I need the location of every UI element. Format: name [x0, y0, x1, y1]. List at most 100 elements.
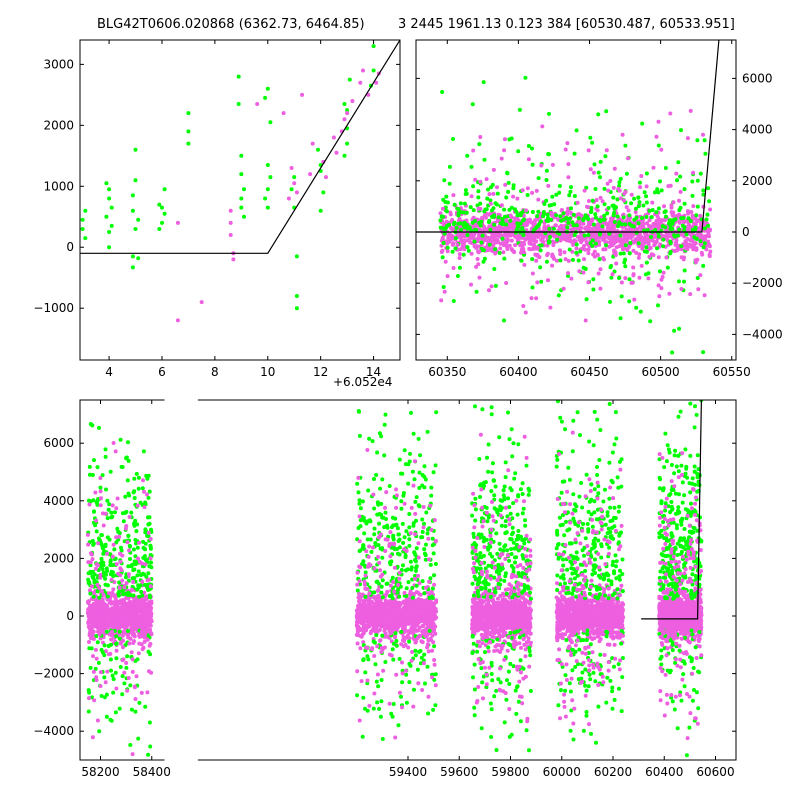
data-point	[464, 210, 469, 215]
data-point	[559, 218, 564, 223]
data-point	[582, 233, 587, 238]
data-point	[561, 286, 566, 291]
data-point	[534, 296, 539, 301]
data-point	[457, 252, 462, 257]
data-point	[522, 217, 526, 222]
data-point	[294, 190, 299, 195]
data-point	[477, 249, 482, 254]
data-point	[624, 205, 629, 210]
data-point	[608, 299, 612, 304]
data-point	[133, 147, 138, 152]
data-point	[99, 533, 104, 537]
data-point	[611, 213, 616, 218]
data-point	[99, 589, 104, 594]
data-point	[478, 179, 483, 184]
data-point	[365, 609, 370, 614]
axes-frame	[79, 39, 401, 361]
data-point	[377, 638, 382, 643]
data-point	[636, 204, 641, 209]
data-point	[443, 259, 448, 264]
data-point	[544, 168, 549, 173]
data-point	[147, 577, 152, 582]
data-point	[130, 208, 135, 213]
data-point	[653, 228, 658, 232]
data-point	[571, 223, 576, 228]
data-point	[563, 237, 568, 242]
data-point	[148, 744, 153, 749]
data-point	[702, 138, 707, 143]
data-point	[157, 202, 162, 207]
data-point	[116, 593, 121, 598]
data-point	[124, 661, 129, 665]
data-point	[160, 205, 164, 210]
data-point	[391, 657, 396, 662]
data-point	[107, 196, 112, 201]
data-point	[474, 245, 479, 250]
data-point	[447, 164, 452, 169]
data-point	[393, 635, 397, 640]
data-point	[101, 570, 106, 575]
data-point	[496, 215, 501, 220]
y-tick-label: 2000	[742, 174, 773, 188]
data-point	[544, 259, 549, 264]
data-point	[143, 704, 148, 709]
data-point	[674, 240, 679, 245]
data-point	[684, 232, 689, 237]
data-point	[371, 68, 376, 73]
y-tick-label: −4000	[742, 327, 783, 341]
data-point	[536, 176, 541, 181]
data-point	[656, 190, 661, 195]
data-point	[433, 624, 438, 629]
data-point	[377, 521, 382, 526]
data-point	[550, 232, 555, 237]
data-point	[422, 652, 427, 657]
data-point	[488, 227, 493, 232]
data-point	[368, 519, 373, 524]
data-point	[535, 214, 540, 218]
data-point	[451, 193, 456, 198]
data-point	[544, 218, 549, 223]
data-point	[357, 579, 362, 584]
data-point	[523, 310, 528, 315]
x-tick-label: 60400	[499, 365, 537, 379]
data-point	[379, 501, 384, 506]
data-point	[104, 487, 108, 492]
data-point	[532, 234, 537, 239]
y-tick-label: −2000	[742, 276, 783, 290]
data-point	[417, 614, 422, 619]
data-point	[102, 643, 107, 648]
data-point	[133, 601, 138, 606]
data-point	[476, 189, 481, 194]
data-point	[586, 280, 591, 285]
data-point	[434, 600, 439, 605]
data-point	[617, 183, 622, 188]
data-point	[136, 651, 141, 656]
data-point	[379, 584, 384, 589]
data-point	[524, 220, 529, 225]
data-point	[111, 677, 116, 682]
data-point	[627, 222, 632, 226]
data-point	[86, 577, 91, 582]
data-point	[695, 257, 700, 262]
data-point	[637, 275, 642, 280]
data-point	[376, 684, 381, 689]
data-point	[473, 227, 478, 232]
data-point	[604, 109, 609, 114]
data-point	[567, 216, 572, 221]
data-point	[486, 187, 490, 192]
data-point	[409, 410, 413, 415]
data-point	[397, 617, 402, 622]
data-point	[93, 617, 98, 622]
data-point	[487, 212, 492, 217]
data-point	[593, 241, 598, 246]
data-point	[130, 193, 135, 198]
data-point	[104, 214, 109, 219]
data-point	[644, 184, 649, 189]
data-point	[629, 192, 634, 197]
data-point	[404, 672, 409, 677]
data-point	[289, 166, 294, 170]
data-point	[632, 196, 637, 201]
data-point	[115, 526, 120, 531]
